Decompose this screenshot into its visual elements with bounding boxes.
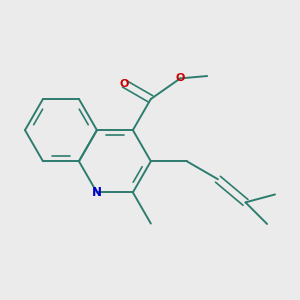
- Text: O: O: [176, 74, 185, 83]
- Text: N: N: [92, 186, 102, 199]
- Text: O: O: [120, 79, 129, 89]
